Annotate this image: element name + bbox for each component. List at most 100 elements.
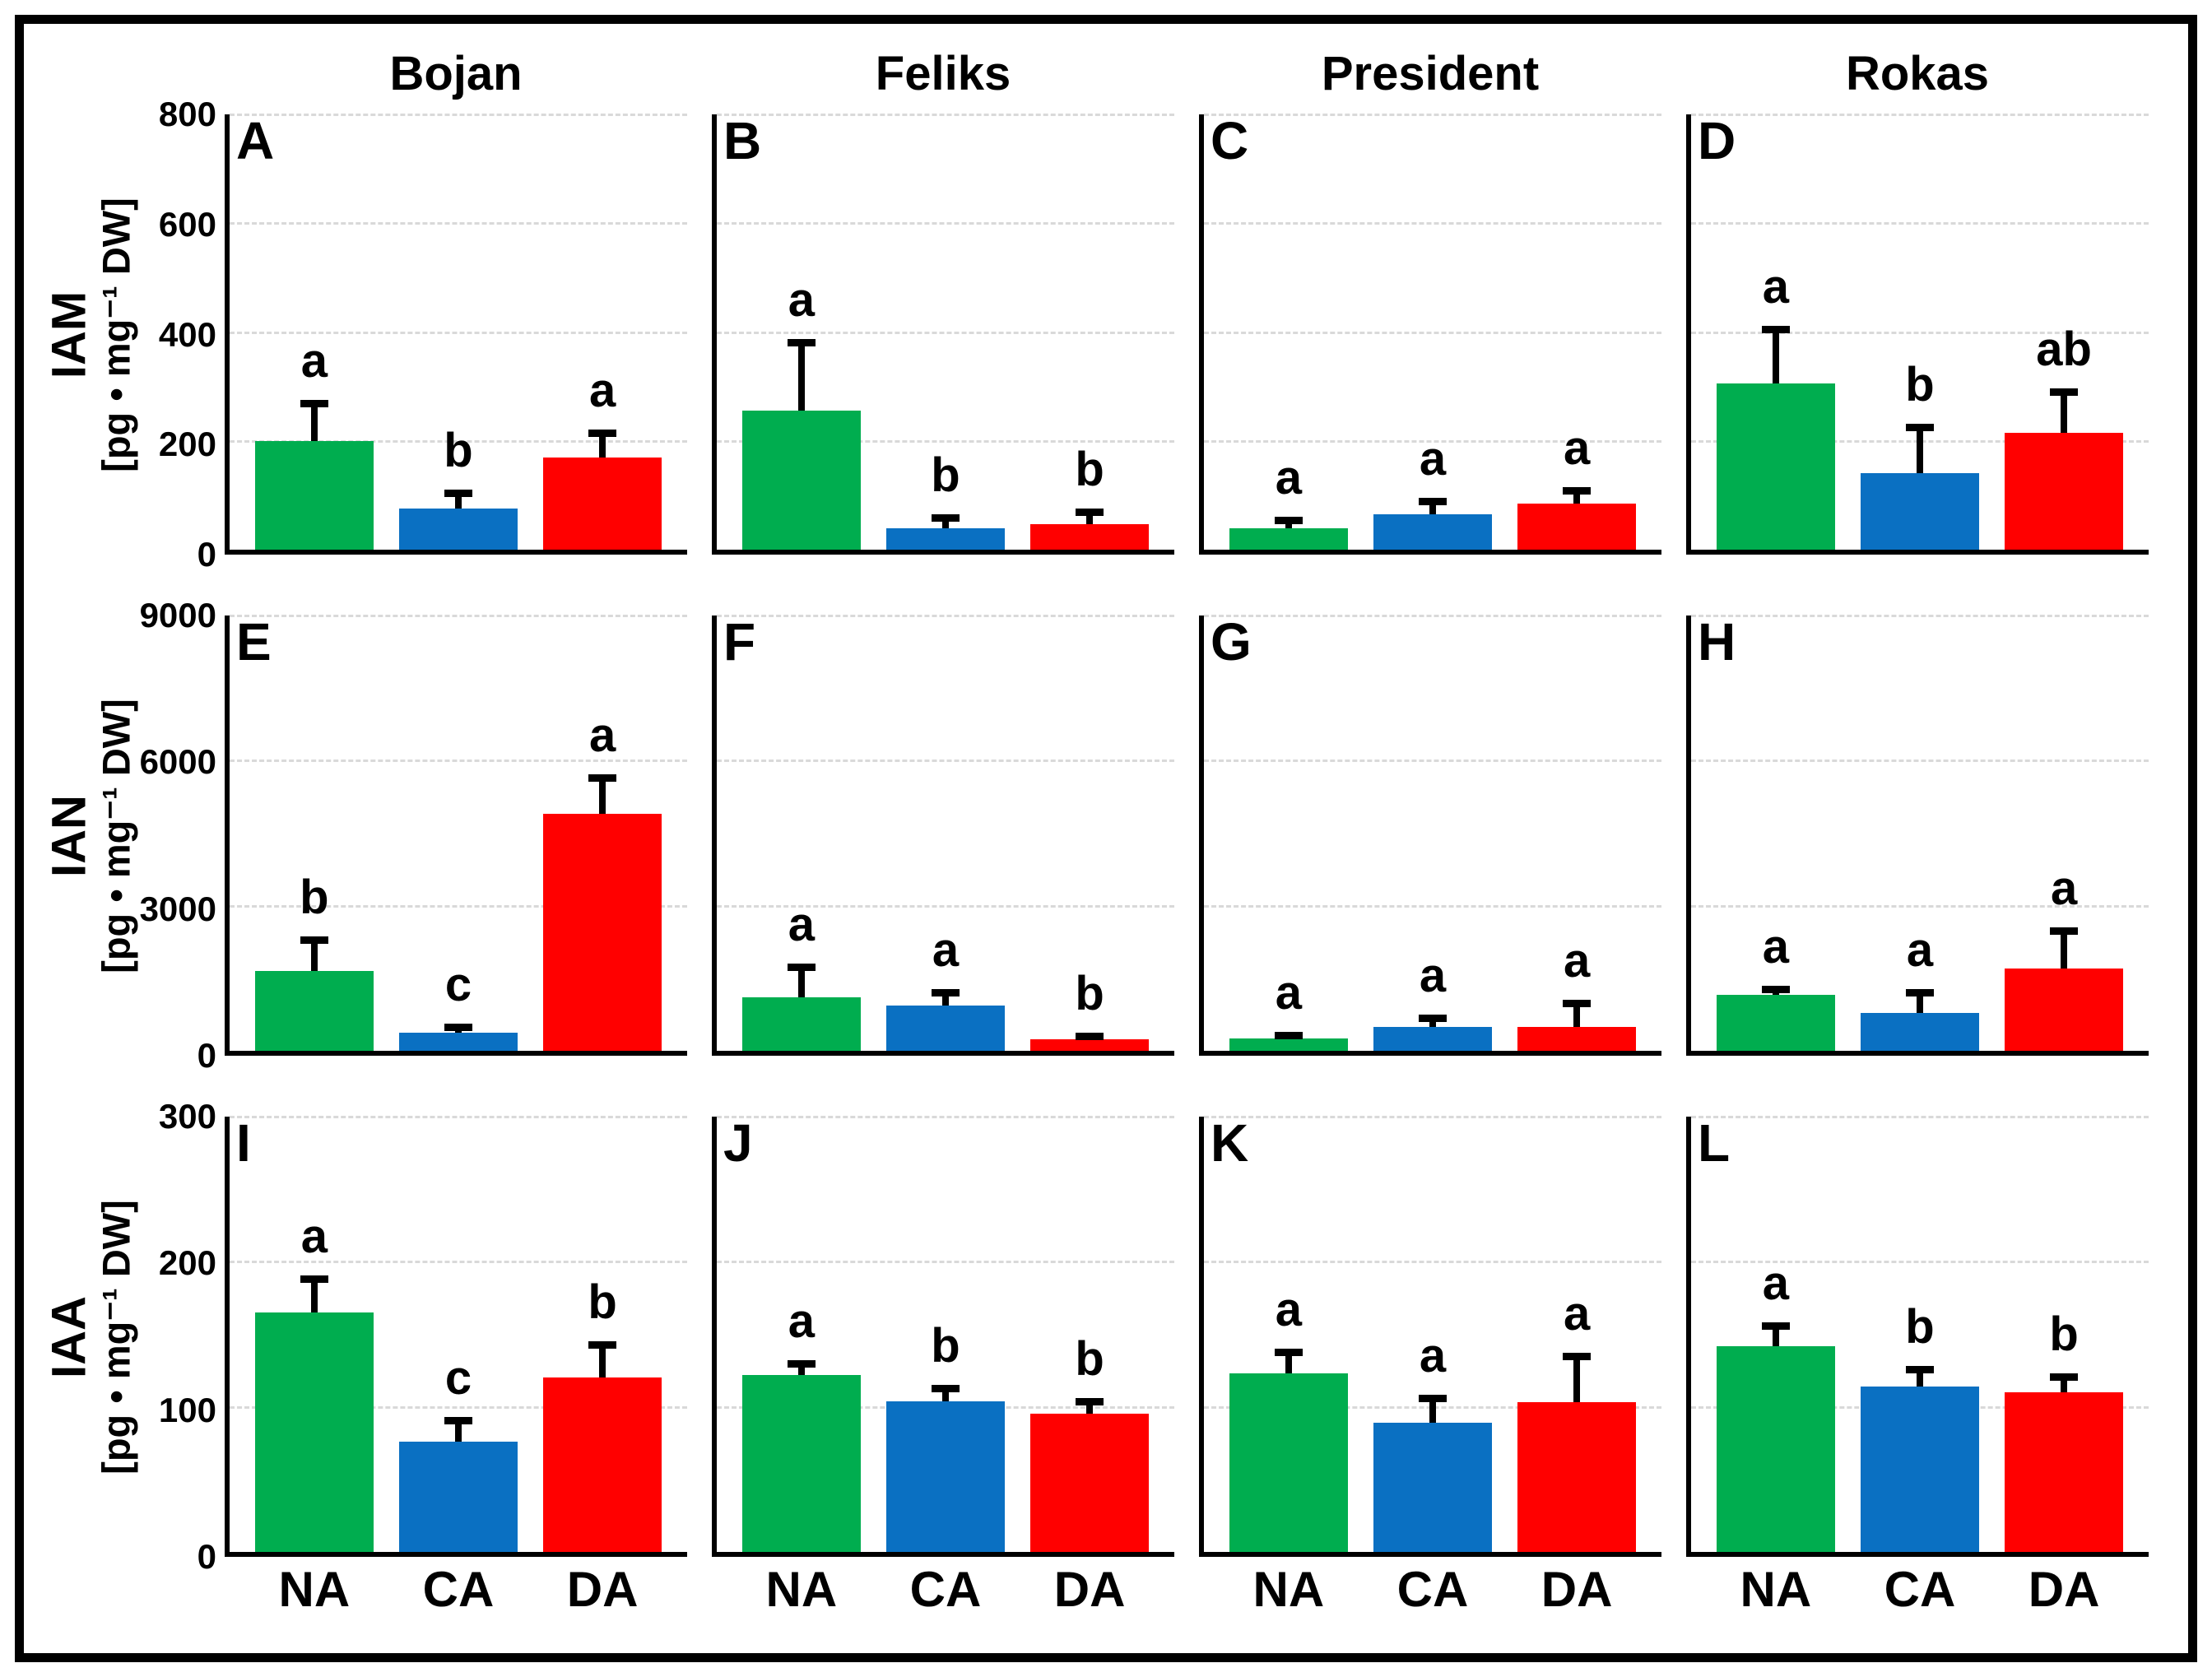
sig-letter: c — [444, 957, 472, 1011]
gridline — [230, 904, 687, 908]
bar-CA: c — [398, 960, 518, 1051]
bars-container: b c a — [230, 616, 687, 1051]
error-bar-cap — [1418, 1014, 1447, 1022]
y-tick-label: 100 — [158, 1390, 216, 1429]
error-bar-cap — [1905, 989, 1934, 997]
bar-NA: a — [1229, 1285, 1349, 1552]
panel-letter: K — [1211, 1113, 1249, 1173]
error-bar-cap — [787, 1360, 816, 1368]
gridline — [230, 114, 687, 116]
x-tick-label-ca: CA — [1884, 1561, 1956, 1617]
sig-letter: a — [932, 922, 960, 977]
error-bar-stem — [599, 430, 606, 458]
error-bar-stem — [941, 1385, 949, 1401]
sig-letter: a — [588, 364, 616, 418]
gridline — [1204, 114, 1661, 116]
error-bar-cap — [1563, 1352, 1592, 1360]
x-tick-label-ca: CA — [909, 1561, 982, 1617]
bar-CA: c — [398, 1354, 518, 1552]
x-tick-label-ca: CA — [1396, 1561, 1469, 1617]
sig-letter: b — [2049, 1307, 2079, 1361]
sig-letter: c — [444, 1350, 472, 1405]
gridline — [1691, 615, 2149, 617]
gridline — [1204, 615, 1661, 617]
error-bar-cap — [931, 513, 960, 522]
error-bar-cap — [1761, 326, 1790, 334]
gridline — [717, 615, 1174, 617]
error-bar-stem — [310, 399, 318, 441]
sig-letter: a — [788, 1294, 815, 1349]
sig-letter: b — [300, 871, 329, 925]
x-axis-labels: NA CA DA — [230, 1552, 687, 1626]
sig-letter: a — [2050, 861, 2078, 915]
error-bar-stem — [797, 963, 805, 998]
sig-letter: ab — [2036, 323, 2092, 377]
error-bar-cap — [1274, 1032, 1303, 1040]
y-axis-title-inner: IAN [pg • mg⁻¹ DW] — [42, 699, 137, 973]
bar-NA: b — [254, 874, 374, 1051]
x-tick-label-da: DA — [2028, 1561, 2100, 1617]
y-tick-label: 0 — [197, 1036, 216, 1075]
bar-NA: a — [254, 1213, 374, 1552]
bar-NA: a — [741, 900, 862, 1051]
bar-NA: a — [1716, 922, 1836, 1051]
error-bar-cap — [300, 1275, 328, 1284]
panel-letter: E — [236, 612, 272, 671]
sig-letter: a — [1419, 948, 1447, 1002]
bars-container: a a a — [1691, 616, 2149, 1051]
sig-letter: a — [1906, 923, 1934, 978]
error-bar-stem — [1916, 424, 1923, 474]
figure-frame: Bojan Feliks President Rokas IAM [pg • mg⁻¹ D… — [15, 15, 2197, 1662]
error-bar-cap — [1418, 497, 1447, 505]
error-bar-stem — [310, 1275, 318, 1313]
bar-CA: b — [885, 1322, 1006, 1552]
bar-NA: a — [1229, 454, 1349, 550]
error-bar-cap — [588, 1340, 617, 1349]
error-bar-stem — [454, 490, 462, 509]
gridline — [1204, 1116, 1661, 1118]
gridline — [1691, 1261, 2149, 1264]
y-tick-gutter: 0 200 400 600 800 — [146, 97, 225, 572]
gridline — [717, 331, 1174, 334]
sig-letter: b — [1075, 1331, 1104, 1386]
bar-CA: b — [885, 451, 1006, 550]
error-bar-stem — [599, 1340, 606, 1378]
sig-letter: a — [588, 708, 616, 763]
error-bar-stem — [941, 988, 949, 1006]
bar-CA: a — [1373, 951, 1493, 1051]
bar-DA: b — [1029, 970, 1150, 1051]
bar-NA: a — [254, 337, 374, 550]
gridline — [1691, 904, 2149, 908]
y-tick-label: 6000 — [139, 742, 216, 782]
gridline — [717, 114, 1174, 116]
gridline — [717, 904, 1174, 908]
bar-DA: ab — [2004, 326, 2124, 550]
column-header-feliks: Feliks — [875, 46, 1011, 100]
y-tick-label: 3000 — [139, 889, 216, 928]
panel-letter: J — [723, 1113, 753, 1173]
error-bar-cap — [1076, 509, 1104, 517]
y-tick-label: 200 — [158, 1243, 216, 1283]
sig-letter: a — [1563, 1286, 1591, 1340]
panel-letter: I — [236, 1113, 251, 1173]
gridline — [1691, 760, 2149, 763]
bar-NA: a — [1229, 969, 1349, 1051]
unit-label: [pg • mg⁻¹ DW] — [94, 197, 138, 472]
error-bar-cap — [1761, 985, 1790, 993]
error-bar-stem — [1772, 326, 1779, 384]
error-bar-stem — [1086, 509, 1094, 524]
bar-NA: a — [741, 276, 862, 550]
error-bar-cap — [1274, 1348, 1303, 1356]
bar-NA: a — [741, 1298, 862, 1552]
error-bar-cap — [588, 430, 617, 438]
y-tick-label: 600 — [158, 204, 216, 244]
